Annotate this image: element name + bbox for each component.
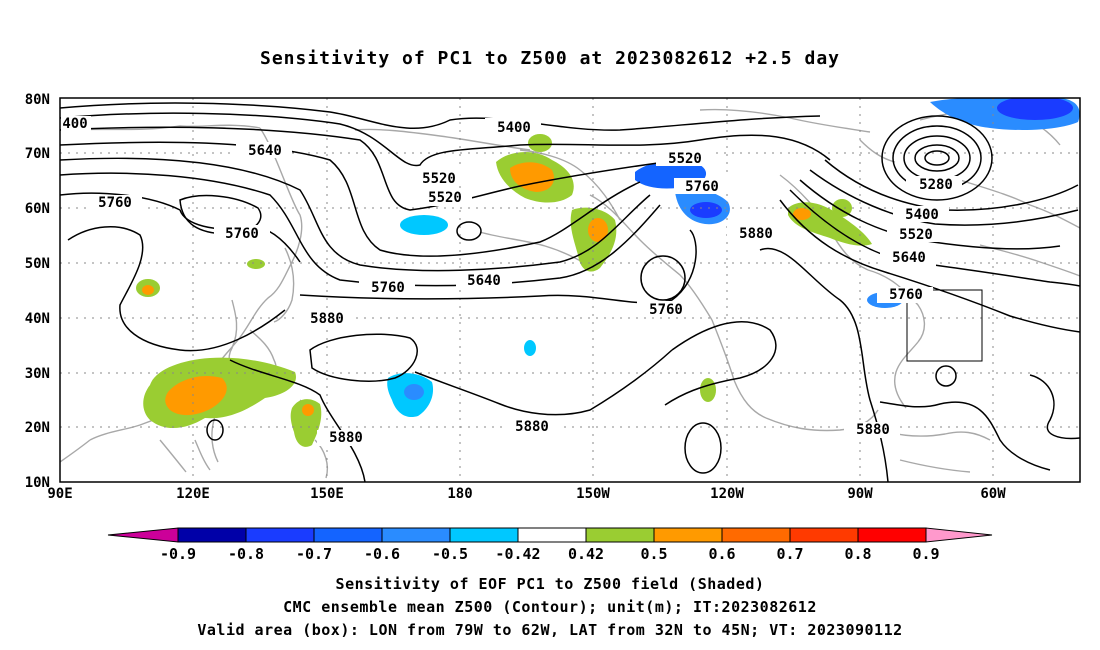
colorbar-swatch	[449, 527, 519, 543]
contour-label: 5400	[497, 120, 531, 136]
caption-valid-area: Valid area (box): LON from 79W to 62W, L…	[197, 621, 903, 639]
chart-title: Sensitivity of PC1 to Z500 at 2023082612…	[259, 48, 840, 69]
lat-tick-label: 10N	[25, 475, 50, 491]
contour-label: 5760	[98, 195, 132, 211]
lat-tick-label: 50N	[25, 256, 50, 272]
colorbar-tick-label: -0.6	[364, 545, 400, 563]
lat-tick-label: 30N	[25, 366, 50, 382]
lat-tick-label: 20N	[25, 420, 50, 436]
colorbar-high-arrow	[925, 527, 993, 543]
contour-label: 5880	[329, 430, 363, 446]
contour-label: 5640	[248, 143, 282, 159]
colorbar-tick-label: 0.8	[844, 545, 871, 563]
colorbar-tick-label: -0.7	[296, 545, 332, 563]
contour-label: 5760	[371, 280, 405, 296]
contour-label: 5880	[515, 419, 549, 435]
colorbar-tick-label: 0.5	[640, 545, 667, 563]
colorbar-low-arrow	[107, 527, 179, 543]
contour-label: 5880	[310, 311, 344, 327]
z500-contours	[60, 102, 1080, 482]
sensitivity-shading	[136, 98, 1080, 447]
contour-label: 5520	[899, 227, 933, 243]
colorbar-tick-label: 0.9	[912, 545, 939, 563]
colorbar-swatch	[789, 527, 859, 543]
lon-tick-label: 60W	[980, 486, 1006, 502]
colorbar-swatch	[517, 527, 587, 543]
valid-area-box	[906, 289, 983, 362]
lat-tick-label: 80N	[25, 92, 50, 108]
caption-shading: Sensitivity of EOF PC1 to Z500 field (Sh…	[335, 575, 765, 593]
colorbar-swatch	[857, 527, 927, 543]
lon-tick-label: 90E	[47, 486, 72, 502]
longitude-labels: 90E 120E 150E 180 150W 120W 90W 60W	[47, 486, 1006, 502]
contour-label: 5760	[225, 226, 259, 242]
contour-labels: 5400 5640 5520 5520 5760 5760 5640 5760 …	[61, 116, 962, 446]
lat-tick-label: 40N	[25, 311, 50, 327]
lon-tick-label: 120W	[710, 486, 744, 502]
lat-tick-label: 70N	[25, 146, 50, 162]
contour-label: 5880	[856, 422, 890, 438]
lon-tick-label: 180	[447, 486, 472, 502]
caption-contour: CMC ensemble mean Z500 (Contour); unit(m…	[283, 598, 817, 616]
contour-label: 5520	[428, 190, 462, 206]
colorbar-swatch	[381, 527, 451, 543]
colorbar-swatch	[245, 527, 315, 543]
contour-label: 5280	[919, 177, 953, 193]
contour-label: 5520	[668, 151, 702, 167]
contour-label: 5760	[649, 302, 683, 318]
contour-label: 5640	[892, 250, 926, 266]
colorbar-tick-label: 0.42	[568, 545, 604, 563]
contour-label: 400	[62, 116, 87, 132]
latitude-labels: 80N 70N 60N 50N 40N 30N 20N 10N	[25, 92, 50, 491]
colorbar-tick-label: 0.7	[776, 545, 803, 563]
contour-label: 5760	[889, 287, 923, 303]
contour-label: 5760	[685, 179, 719, 195]
contour-label: 5520	[422, 171, 456, 187]
lat-tick-label: 60N	[25, 201, 50, 217]
lon-tick-label: 120E	[176, 486, 210, 502]
colorbar-swatch	[585, 527, 655, 543]
contour-label: 5880	[739, 226, 773, 242]
colorbar-tick-label: -0.9	[160, 545, 196, 563]
colorbar-tick-label: 0.6	[708, 545, 735, 563]
colorbar-swatch	[313, 527, 383, 543]
colorbar-tick-label: -0.5	[432, 545, 468, 563]
colorbar: -0.9 -0.8 -0.7 -0.6 -0.5 -0.42 0.42 0.5 0.6 0.7 0.…	[107, 527, 993, 563]
colorbar-swatch	[653, 527, 723, 543]
lon-tick-label: 90W	[847, 486, 873, 502]
map-frame	[59, 97, 1081, 483]
colorbar-swatch	[177, 527, 247, 543]
colorbar-swatch	[721, 527, 791, 543]
lon-tick-label: 150W	[576, 486, 610, 502]
contour-label: 5640	[467, 273, 501, 289]
lon-tick-label: 150E	[310, 486, 344, 502]
contour-label: 5400	[905, 207, 939, 223]
colorbar-tick-label: -0.8	[228, 545, 264, 563]
colorbar-tick-label: -0.42	[495, 545, 540, 563]
graticule	[60, 98, 1080, 482]
